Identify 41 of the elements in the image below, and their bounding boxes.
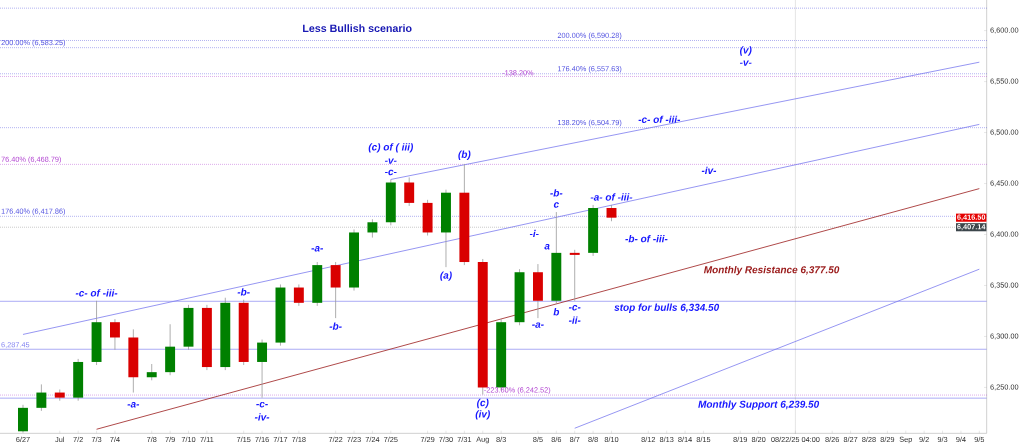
annotation: c: [553, 202, 559, 208]
annotation: a: [544, 244, 550, 250]
candlestick: [257, 339, 268, 399]
annotation: -c-: [568, 305, 581, 311]
annotation: (c): [477, 398, 489, 409]
annotation: (c) of ( iii): [368, 143, 413, 153]
annotation: -c- of -iii-: [75, 289, 118, 297]
annotation: -v-: [739, 60, 752, 66]
candlestick: [367, 218, 378, 238]
annotation: -a-: [127, 402, 140, 408]
candlestick: [330, 261, 341, 319]
annotation: (v): [740, 46, 752, 56]
annotation: -b-: [550, 189, 563, 197]
annotation: b: [553, 308, 560, 316]
annotation: -ii-: [568, 316, 581, 324]
candlestick: [36, 383, 47, 412]
annotation: -iv-: [254, 413, 270, 421]
candlestick: [109, 318, 120, 351]
annotation: -c-: [384, 169, 397, 176]
annotation: -b-: [237, 288, 250, 296]
annotation: -i-: [529, 229, 539, 238]
annotation: Monthly Support 6,239.50: [698, 400, 820, 410]
annotation: -a-: [311, 246, 324, 252]
annotation: -a- of -iii-: [590, 193, 633, 201]
annotation: -c-: [256, 401, 268, 408]
candlestick: [404, 177, 415, 207]
annotation: -c- of -iii-: [638, 115, 681, 123]
annotation: stop for bulls 6,334.50: [614, 303, 720, 313]
series-label: Monthly Resistance 6,377.50: [703, 265, 840, 276]
text: Less Bullish scenario: [303, 24, 412, 33]
annotation: -b-: [329, 322, 342, 330]
candlestick: [18, 404, 28, 433]
annotation: (b): [458, 150, 471, 160]
annotation: (iv): [475, 410, 490, 420]
annotation: -a-: [532, 322, 544, 328]
annotation: -v-: [384, 158, 397, 164]
annotation: -b- of -iii-: [625, 234, 668, 243]
annotation: -iv-: [701, 166, 717, 174]
annotation: (a): [440, 271, 452, 281]
candlestick: [293, 284, 304, 307]
candlestick: [569, 249, 580, 302]
